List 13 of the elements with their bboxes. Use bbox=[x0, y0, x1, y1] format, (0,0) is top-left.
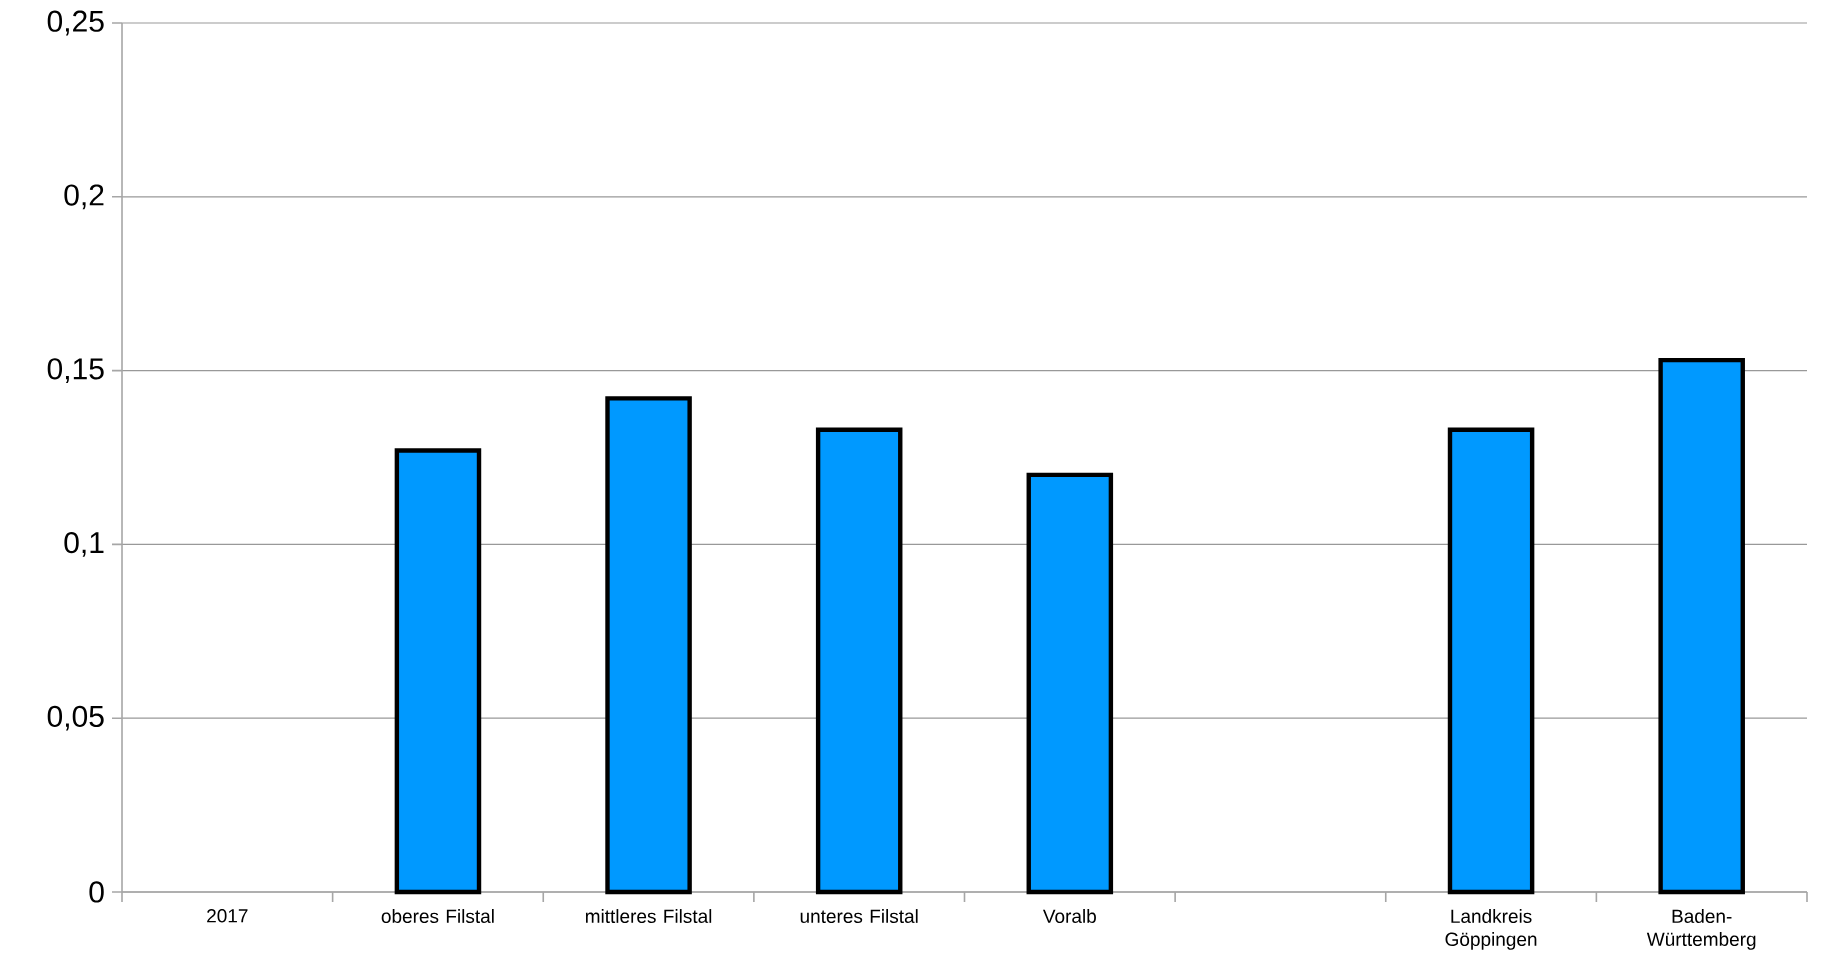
y-tick-label: 0,1 bbox=[64, 532, 104, 557]
y-tick-label: 0,05 bbox=[47, 705, 104, 731]
y-tick-label: 0,25 bbox=[47, 10, 104, 36]
x-tick-label: Baden-Württemberg bbox=[1646, 909, 1756, 950]
y-tick-label: 0,2 bbox=[64, 184, 104, 210]
x-tick-label: mittleres Filstal bbox=[585, 909, 712, 924]
y-tick-label: 0 bbox=[89, 881, 104, 903]
y-tick-label: 0,15 bbox=[47, 358, 104, 383]
x-tick-label: Voralb bbox=[1042, 909, 1096, 924]
x-tick-label: oberes Filstal bbox=[381, 909, 494, 924]
x-tick-label: unteres Filstal bbox=[800, 909, 918, 924]
x-tick-label: 2017 bbox=[207, 909, 248, 923]
x-tick-label: Landkreis Göppingen bbox=[1445, 909, 1537, 950]
